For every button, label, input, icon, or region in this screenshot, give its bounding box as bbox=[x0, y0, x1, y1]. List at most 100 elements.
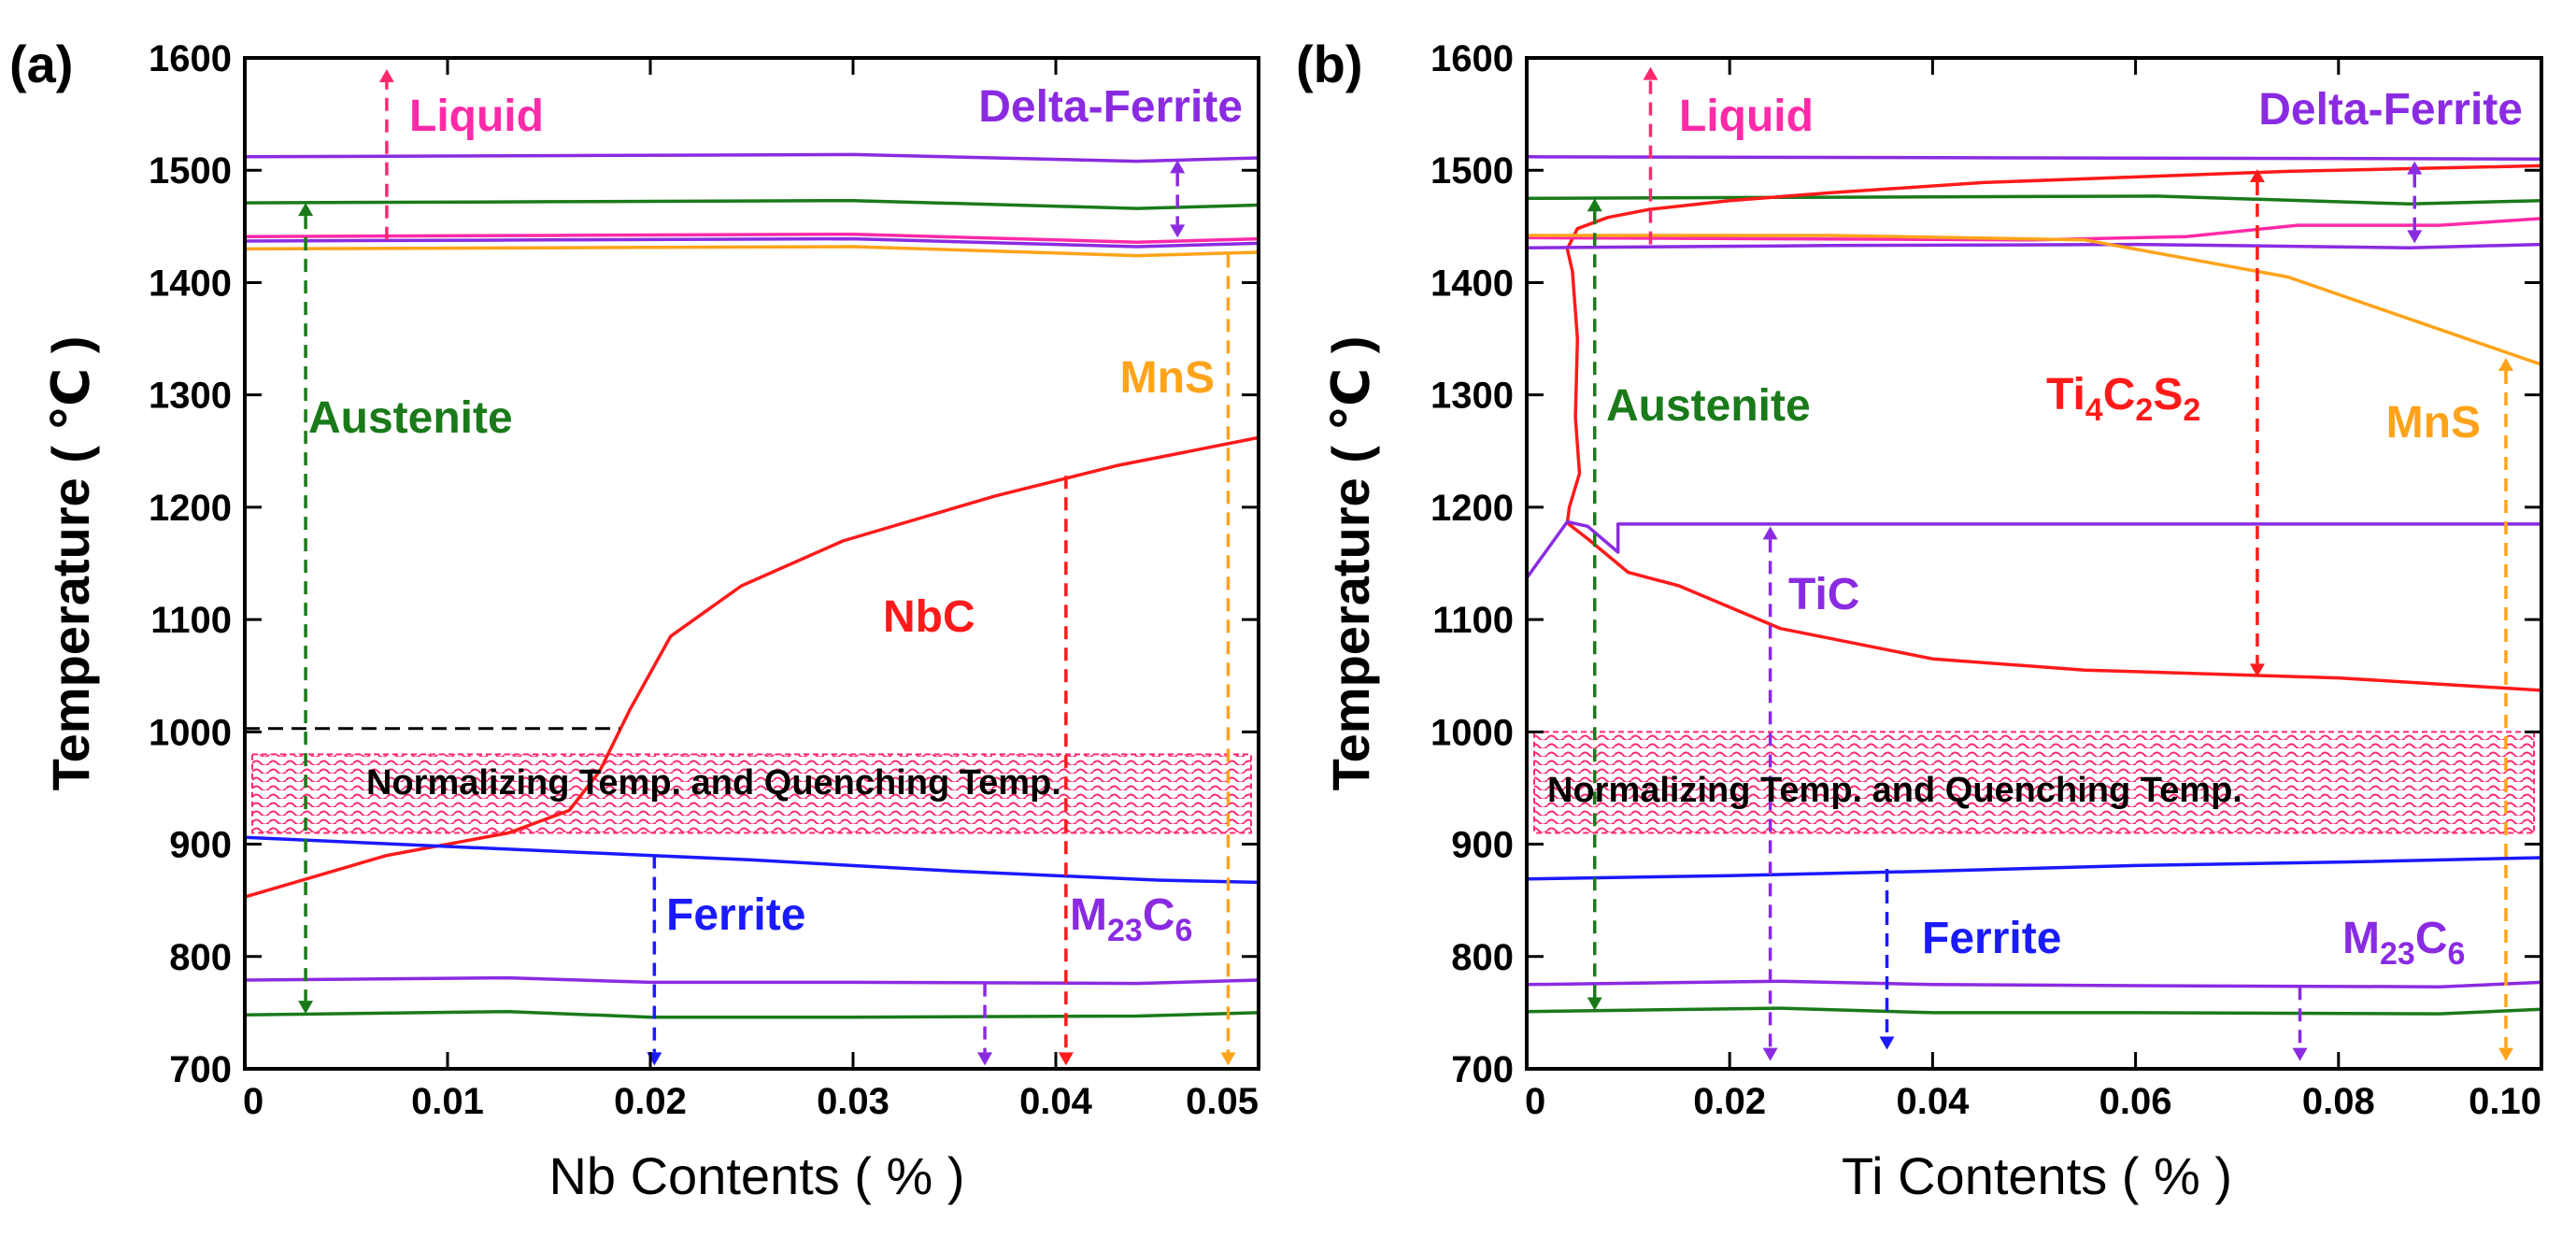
arrow-head bbox=[1170, 224, 1186, 238]
arrow-head bbox=[1170, 160, 1186, 174]
y-tick-label: 1200 bbox=[1430, 488, 1514, 529]
series-b-tic-boundary bbox=[1525, 519, 2541, 579]
series-b-liquid-magenta- bbox=[1526, 217, 2542, 242]
m23c6-a-base: M bbox=[1070, 890, 1107, 940]
y-tick-label: 700 bbox=[1451, 1049, 1514, 1090]
arrow-head bbox=[1058, 1052, 1074, 1066]
series-a-austenite-upper bbox=[244, 198, 1260, 210]
m23c6-b-sub1: 23 bbox=[2380, 936, 2415, 972]
arrow-b-austenite bbox=[1587, 198, 1602, 1011]
series-a-delta-ferrite-upper bbox=[244, 152, 1260, 164]
x-tick-label: 0.02 bbox=[614, 1081, 687, 1122]
band-a bbox=[251, 753, 1252, 834]
x-tick-label: 0.03 bbox=[817, 1081, 890, 1122]
series-b-tic bbox=[1565, 249, 2542, 692]
x-tick-label: 0 bbox=[1525, 1081, 1545, 1122]
y-tick-label: 1100 bbox=[1432, 600, 1514, 641]
y-tick-label: 1400 bbox=[149, 263, 232, 304]
panel-label-b: (b) bbox=[1296, 35, 1363, 93]
arrow-a-austenite bbox=[298, 203, 314, 1015]
x-axis-label-b: Ti Contents ( % ) bbox=[1842, 1146, 2232, 1205]
x-tick-label: 0.10 bbox=[2469, 1081, 2541, 1122]
arrow-head bbox=[1762, 1047, 1778, 1061]
arrow-b-tic bbox=[1762, 526, 1778, 1061]
series-b-delta-ferrite-upper bbox=[1526, 155, 2542, 161]
series-a-ferrite bbox=[244, 835, 1260, 885]
y-tick-label: 1300 bbox=[149, 376, 232, 417]
arrow-head bbox=[1587, 997, 1602, 1011]
label-austenite-a: Austenite bbox=[308, 393, 513, 443]
arrow-a-liquid bbox=[378, 69, 394, 240]
y-tick-label: 1600 bbox=[149, 38, 232, 79]
arrows-b bbox=[1587, 66, 2513, 1061]
label-delta-ferrite-a: Delta-Ferrite bbox=[978, 82, 1243, 132]
panel-a: 0 0.01 0.02 0.03 0.04 0.05 700 800 900 1000 1100 12… bbox=[9, 35, 1260, 1205]
ti4c2s2-base: Ti bbox=[2046, 370, 2085, 419]
x-tick-label: 0.06 bbox=[2099, 1081, 2172, 1122]
arrow-head bbox=[1220, 1052, 1236, 1066]
x-axis-label-a: Nb Contents ( % ) bbox=[548, 1146, 964, 1205]
ti4c2s2-sub3: 2 bbox=[2183, 392, 2200, 428]
x-tick-label: 0.02 bbox=[1693, 1081, 1766, 1122]
series-b-m23c6 bbox=[1526, 979, 2542, 988]
ti4c2s2-sub2: 2 bbox=[2135, 392, 2153, 428]
arrow-head bbox=[2249, 169, 2265, 183]
m23c6-a-mid: C bbox=[1143, 890, 1175, 940]
panel-b: 0 0.02 0.04 0.06 0.08 0.10 700 800 900 1000 1100 12… bbox=[1296, 35, 2543, 1205]
y-tick-label: 700 bbox=[169, 1049, 232, 1090]
band-b bbox=[1533, 731, 2535, 834]
arrow-a-mns bbox=[1220, 254, 1236, 1066]
y-tick-label: 800 bbox=[169, 937, 232, 978]
panel-label-a: (a) bbox=[9, 35, 73, 93]
arrow-head bbox=[1643, 66, 1658, 80]
arrow-b-delta bbox=[2407, 161, 2423, 244]
label-tic-b: TiC bbox=[1788, 570, 1859, 619]
y-tick-label: 1000 bbox=[1430, 712, 1514, 753]
x-tick-label: 0.01 bbox=[411, 1081, 484, 1122]
arrow-head bbox=[1879, 1036, 1895, 1050]
arrow-head bbox=[2498, 357, 2513, 371]
label-ferrite-a: Ferrite bbox=[666, 890, 805, 940]
arrow-head bbox=[298, 203, 314, 217]
ticks-a: 0 0.01 0.02 0.03 0.04 0.05 700 800 900 1000 1100 12… bbox=[149, 38, 1260, 1122]
arrow-b-mns bbox=[2498, 357, 2513, 1061]
series-b-mns bbox=[1527, 234, 2542, 366]
y-tick-label: 900 bbox=[169, 825, 232, 866]
label-mns-b: MnS bbox=[2386, 398, 2481, 448]
plot-frame-a bbox=[243, 56, 1260, 1071]
x-tick-label: 0.04 bbox=[1019, 1081, 1093, 1122]
ti4c2s2-sub1: 4 bbox=[2085, 392, 2103, 428]
arrow-a-nbc bbox=[1058, 476, 1074, 1066]
label-austenite-b: Austenite bbox=[1606, 381, 1811, 431]
y-tick-label: 1500 bbox=[1430, 150, 1514, 192]
series-a-m23c6 bbox=[244, 975, 1260, 986]
plot-frame-b bbox=[1525, 56, 2543, 1071]
m23c6-b-base: M bbox=[2342, 914, 2380, 963]
arrow-a-delta bbox=[1170, 160, 1186, 238]
arrow-b-liquid bbox=[1643, 66, 1658, 245]
band-label-a: Normalizing Temp. and Quenching Temp. bbox=[366, 763, 1061, 803]
y-tick-label: 800 bbox=[1451, 937, 1514, 978]
series-a-mns bbox=[244, 245, 1260, 258]
y-tick-label: 1300 bbox=[1430, 376, 1514, 417]
y-tick-label: 1100 bbox=[150, 600, 232, 641]
label-mns-a: MnS bbox=[1120, 353, 1215, 403]
y-tick-label: 1200 bbox=[149, 488, 232, 529]
x-tick-label: 0.04 bbox=[1896, 1081, 1970, 1122]
band-label-b: Normalizing Temp. and Quenching Temp. bbox=[1547, 771, 2242, 810]
arrow-b-ti4c2s2 bbox=[2249, 169, 2265, 677]
arrow-head bbox=[298, 1001, 314, 1015]
series-a-austenite-lower bbox=[244, 1009, 1260, 1019]
y-tick-label: 1500 bbox=[149, 150, 232, 192]
series-b-liquid-purple- bbox=[1526, 242, 2542, 249]
arrow-b-ferrite bbox=[1879, 869, 1895, 1050]
m23c6-b-sub2: 6 bbox=[2447, 936, 2465, 972]
label-liquid-b: Liquid bbox=[1679, 92, 1814, 141]
arrow-a-m23c6 bbox=[977, 983, 993, 1066]
arrow-b-m23c6 bbox=[2292, 987, 2308, 1061]
x-tick-label: 0.08 bbox=[2302, 1081, 2375, 1122]
x-tick-label: 0 bbox=[243, 1081, 263, 1122]
ti4c2s2-c: C bbox=[2103, 370, 2136, 419]
series-b-ferrite bbox=[1526, 856, 2542, 881]
